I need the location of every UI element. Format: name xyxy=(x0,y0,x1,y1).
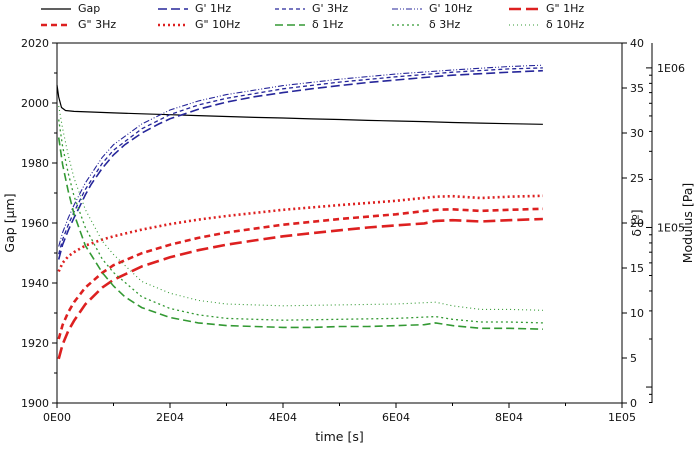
legend-label-gpp3: G" 3Hz xyxy=(78,18,117,31)
series-line-gpp10 xyxy=(57,194,543,273)
legend-item-gp10: G' 10Hz xyxy=(391,3,508,15)
legend-item-gap: Gap xyxy=(40,3,157,15)
legend-label-gp3: G' 3Hz xyxy=(312,2,349,15)
gap-tick-label: 1980 xyxy=(21,157,49,170)
legend-label-gp10: G' 10Hz xyxy=(429,2,473,15)
legend-item-d10: δ 10Hz xyxy=(508,19,625,31)
legend-label-gp1: G' 1Hz xyxy=(195,2,232,15)
series-line-d1 xyxy=(57,137,543,330)
delta-tick-label: 0 xyxy=(630,397,637,410)
x-tick-label: 0E00 xyxy=(43,411,71,424)
gap-tick-label: 2000 xyxy=(21,97,49,110)
delta-tick-label: 20 xyxy=(630,217,644,230)
gap-tick-label: 2020 xyxy=(21,37,49,50)
x-tick-label: 8E04 xyxy=(495,411,523,424)
gap-tick-label: 1900 xyxy=(21,397,49,410)
legend-line-sample-gp10 xyxy=(392,8,422,10)
gap-tick-label: 1940 xyxy=(21,277,49,290)
modulus-tick-label: 1E06 xyxy=(657,62,685,75)
gap-tick-label: 1960 xyxy=(21,217,49,230)
legend-item-gp1: G' 1Hz xyxy=(157,3,274,15)
x-tick-label: 6E04 xyxy=(382,411,410,424)
legend-line-sample-d3 xyxy=(392,24,422,26)
delta-axis-title: δ [º] xyxy=(629,209,644,236)
legend-item-gpp1: G" 1Hz xyxy=(508,3,625,15)
legend-line-sample-gp1 xyxy=(158,8,188,10)
legend-label-gpp10: G" 10Hz xyxy=(195,18,241,31)
delta-tick-label: 40 xyxy=(630,37,644,50)
legend-row-2: G" 3Hz G" 10Hz δ 1Hz δ 3Hz δ 10Hz xyxy=(40,19,628,31)
series-line-gp1 xyxy=(57,69,543,260)
series-line-gpp1 xyxy=(57,217,543,360)
x-tick-label: 2E04 xyxy=(156,411,184,424)
delta-tick-label: 25 xyxy=(630,172,644,185)
delta-tick-label: 10 xyxy=(630,307,644,320)
legend-item-d3: δ 3Hz xyxy=(391,19,508,31)
series-line-gap xyxy=(56,84,543,125)
legend-item-gpp3: G" 3Hz xyxy=(40,19,157,31)
legend-label-d3: δ 3Hz xyxy=(429,18,461,31)
delta-tick-label: 15 xyxy=(630,262,644,275)
legend-label-gap: Gap xyxy=(78,2,101,15)
legend-label-gpp1: G" 1Hz xyxy=(546,2,585,15)
series-line-gp3 xyxy=(58,67,543,255)
delta-tick-label: 5 xyxy=(630,352,637,365)
legend-item-d1: δ 1Hz xyxy=(274,19,391,31)
x-tick-label: 4E04 xyxy=(269,411,297,424)
x-tick-label: 1E05 xyxy=(608,411,636,424)
legend-line-sample-gpp10 xyxy=(158,23,188,27)
legend-line-sample-gpp3 xyxy=(41,23,71,27)
legend-item-gpp10: G" 10Hz xyxy=(157,19,274,31)
legend-line-sample-d1 xyxy=(275,24,305,26)
series-line-gp10 xyxy=(58,64,543,247)
series-line-gpp3 xyxy=(57,207,543,340)
chart-legend: Gap G' 1Hz G' 3Hz G' 10Hz G" 1Hz G" 3Hz G" 10H… xyxy=(40,3,628,31)
series-line-d3 xyxy=(58,119,543,324)
x-axis-title: time [s] xyxy=(315,429,363,444)
legend-line-sample-gpp1 xyxy=(509,7,539,11)
legend-item-gp3: G' 3Hz xyxy=(274,3,391,15)
legend-row-1: Gap G' 1Hz G' 3Hz G' 10Hz G" 1Hz xyxy=(40,3,628,15)
gap-tick-label: 1920 xyxy=(21,337,49,350)
legend-line-sample-gp3 xyxy=(275,8,305,10)
delta-tick-label: 30 xyxy=(630,127,644,140)
delta-tick-label: 35 xyxy=(630,82,644,95)
gap-axis-title: Gap [μm] xyxy=(2,193,17,252)
legend-line-sample-gap xyxy=(41,8,71,10)
modulus-axis-title: Modulus [Pa] xyxy=(680,183,695,264)
modulus-tick-label: 1E05 xyxy=(657,221,685,234)
legend-label-d10: δ 10Hz xyxy=(546,18,585,31)
legend-label-d1: δ 1Hz xyxy=(312,18,344,31)
legend-line-sample-d10 xyxy=(509,24,539,26)
plot-frame xyxy=(56,42,623,404)
